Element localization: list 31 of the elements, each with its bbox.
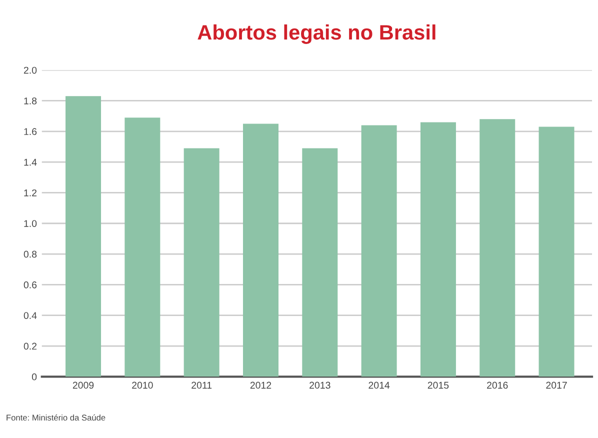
y-tick-label: 0.8 [24,250,37,258]
bar [480,119,516,377]
bar [420,122,456,377]
y-tick-label: 0 [32,373,37,380]
bar [124,118,160,377]
x-tick-label: 2011 [192,382,212,389]
x-tick-label: 2012 [250,382,272,389]
y-tick-label: 1.6 [24,128,37,136]
y-tick-label: 0.2 [24,342,37,350]
x-tick-label: 2009 [72,382,94,389]
source-note: Fonte: Ministério da Saúde [6,414,106,421]
x-tick-label: 2014 [368,382,390,389]
y-tick-label: 0.6 [24,281,37,288]
y-tick-label: 0.4 [24,312,37,319]
bar [66,96,102,377]
bar [242,124,278,377]
bar [538,126,574,377]
x-tick-label: 2010 [132,382,153,389]
x-tick-label: 2017 [546,382,567,389]
y-tick-label: 1.2 [24,189,37,196]
bar [361,125,397,377]
chart-title: Abortos legais no Brasil [198,24,436,44]
x-tick-label: 2015 [428,382,449,389]
y-tick-label: 2.0 [24,66,37,74]
bar [184,148,220,377]
x-tick-label: 2013 [310,382,330,389]
y-tick-label: 1.4 [24,158,37,166]
y-tick-label: 1.0 [24,220,37,227]
bar [302,148,338,377]
y-tick-label: 1.8 [24,97,37,104]
x-tick-label: 2016 [487,382,508,389]
